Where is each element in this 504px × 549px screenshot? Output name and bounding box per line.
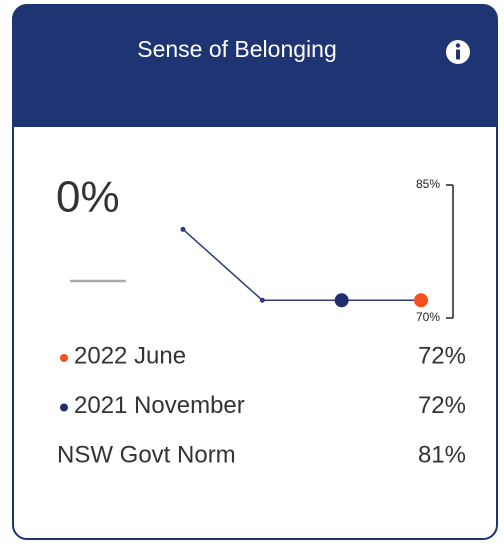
sparkline: 85% 70% xyxy=(180,177,453,324)
legend-dot xyxy=(60,354,68,362)
card-body xyxy=(13,5,497,539)
y-tick-label: 85% xyxy=(416,177,440,191)
point xyxy=(180,226,186,232)
row-value: 72% xyxy=(418,392,466,419)
score: 0% xyxy=(56,173,120,222)
card-border xyxy=(12,4,498,540)
line xyxy=(182,228,421,302)
card-header xyxy=(13,5,497,127)
info-icon[interactable] xyxy=(446,40,470,64)
point xyxy=(334,293,349,308)
legend-rows: 2022 June 72% 2021 November 72% NSW Govt Nor… xyxy=(57,342,466,468)
row-label: NSW Govt Norm xyxy=(57,441,236,468)
card-title: Sense of Belonging xyxy=(137,36,337,62)
row-value: 72% xyxy=(418,342,466,369)
row-label: 2022 June xyxy=(74,342,186,369)
point xyxy=(414,293,428,308)
legend-dot xyxy=(60,403,68,412)
point xyxy=(259,297,265,303)
row-label: 2021 November xyxy=(74,392,245,419)
row-value: 81% xyxy=(418,441,466,468)
y-tick-label: 70% xyxy=(416,310,440,324)
